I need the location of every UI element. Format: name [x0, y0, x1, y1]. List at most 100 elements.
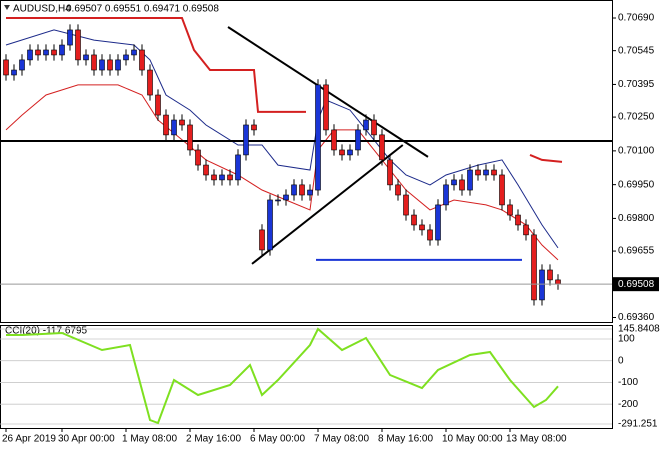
x-tick-label: 2 May 16:00: [186, 434, 241, 445]
candle-body: [475, 169, 481, 176]
candle-body: [283, 194, 289, 201]
candle-body: [19, 59, 25, 71]
y-tick-label: 0.70690: [618, 13, 655, 24]
candle-body: [307, 189, 313, 196]
candle-body: [139, 49, 145, 71]
last-price-label: 0.69508: [618, 279, 655, 290]
x-tick-label: 7 May 08:00: [314, 434, 369, 445]
candle-body: [507, 204, 513, 216]
candle-body: [75, 29, 81, 61]
y-tick-label: -100: [618, 377, 638, 388]
last-price-box: [613, 277, 659, 292]
candle-body: [43, 49, 49, 56]
overlay-line: [5, 84, 559, 261]
candle-body: [387, 159, 393, 186]
candle-body: [179, 119, 185, 126]
x-tick-label: 1 May 08:00: [122, 434, 177, 445]
chart-title: AUDUSD,H4: [13, 4, 71, 15]
candle-body: [155, 94, 161, 116]
y-tick-label: 0.70545: [618, 45, 655, 56]
candle-body: [427, 229, 433, 241]
candle-body: [499, 174, 505, 206]
candle-body: [443, 184, 449, 206]
candle-body: [99, 59, 105, 71]
candle-body: [11, 69, 17, 76]
candle-body: [195, 149, 201, 166]
candle-body: [419, 224, 425, 231]
candle-body: [411, 214, 417, 226]
candle-body: [67, 29, 73, 46]
candle-body: [531, 234, 537, 301]
candle-body: [203, 164, 209, 176]
candle-body: [83, 54, 89, 61]
candle-body: [227, 174, 233, 181]
x-tick-label: 26 Apr 2019: [2, 434, 56, 445]
y-tick-label: 0.70100: [618, 146, 655, 157]
candle-body: [267, 199, 273, 251]
x-tick-label: 10 May 00:00: [442, 434, 503, 445]
candle-body: [91, 54, 97, 71]
candle-body: [123, 54, 129, 61]
candle-body: [51, 49, 57, 56]
candle-body: [171, 119, 177, 136]
candle-body: [491, 169, 497, 176]
candle-body: [147, 69, 153, 96]
y-tick-label: 0.70395: [618, 79, 655, 90]
candle-body: [27, 49, 33, 61]
x-tick-label: 8 May 16:00: [378, 434, 433, 445]
candle-body: [35, 49, 41, 56]
y-tick-label: 0.69655: [618, 246, 655, 257]
candle-body: [323, 84, 329, 131]
candle-body: [483, 169, 489, 176]
main-frame: [0, 0, 613, 323]
candle-body: [219, 174, 225, 181]
candle-body: [555, 279, 561, 285]
x-tick-label: 6 May 00:00: [250, 434, 305, 445]
indicator-line: [6, 327, 559, 425]
candle-body: [131, 49, 137, 56]
candle-body: [251, 124, 257, 131]
symbol-icon: [4, 5, 10, 10]
overlay-line: [6, 17, 563, 163]
candle-body: [331, 129, 337, 151]
x-tick-label: 30 Apr 00:00: [58, 434, 115, 445]
overlay-line: [251, 144, 404, 265]
candle-body: [275, 199, 281, 202]
candle-body: [347, 149, 353, 156]
candle-body: [299, 184, 305, 196]
candle-body: [243, 124, 249, 156]
candle-body: [547, 269, 553, 281]
y-tick-label: 0: [618, 355, 624, 366]
candle-body: [467, 169, 473, 191]
y-tick-label: -200: [618, 399, 638, 410]
candle-body: [515, 214, 521, 226]
candle-body: [3, 59, 9, 76]
candle-body: [291, 184, 297, 196]
candle-body: [435, 204, 441, 241]
y-tick-label: 0.70250: [618, 112, 655, 123]
candle-body: [235, 154, 241, 181]
candle-body: [459, 179, 465, 191]
indicator-frame: [0, 325, 613, 429]
candle-body: [339, 149, 345, 156]
candle-body: [371, 119, 377, 136]
candle-body: [59, 44, 65, 56]
candle-body: [187, 124, 193, 151]
candle-body: [379, 134, 385, 161]
candle-body: [539, 269, 545, 301]
candle-body: [403, 194, 409, 216]
candle-body: [451, 179, 457, 186]
y-tick-label: 0.69360: [618, 312, 655, 323]
candle-body: [523, 224, 529, 236]
indicator-title: CCI(20) -117.6795: [5, 326, 88, 337]
candle-body: [315, 84, 321, 191]
y-tick-label: -291.251: [618, 419, 658, 430]
candle-body: [107, 59, 113, 71]
candle-body: [395, 184, 401, 196]
y-tick-label: 145.8408: [618, 324, 660, 335]
candle-body: [259, 229, 265, 251]
quote: 0.69507 0.69551 0.69471 0.69508: [66, 4, 219, 15]
x-tick-label: 13 May 08:00: [506, 434, 567, 445]
y-tick-label: 0.69800: [618, 213, 655, 224]
